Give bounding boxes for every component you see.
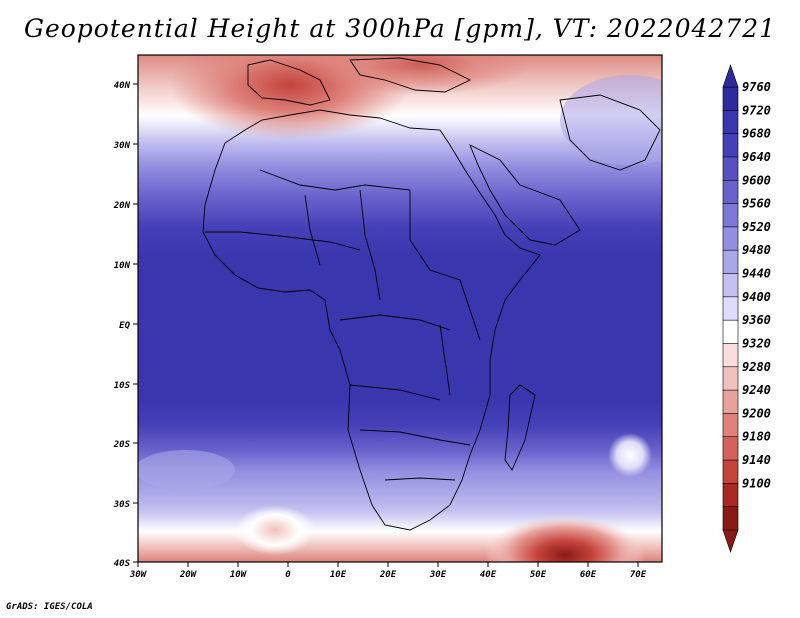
lon-label: 0 [285, 570, 291, 580]
colorbar: 9760 9720 9680 9640 9600 9560 9520 9480 9440 9400… [722, 64, 771, 553]
colorbar-level-label: 9360 [742, 313, 771, 327]
colorbar-level-label: 9440 [742, 267, 771, 281]
lon-label: 70E [630, 570, 647, 580]
map-title: Geopotential Height at 300hPa [gpm], VT:… [23, 14, 777, 43]
lat-label: 20N [113, 201, 131, 211]
colorbar-swatch [722, 319, 739, 345]
colorbar-level-label: 9320 [742, 336, 771, 350]
colorbar-swatch [722, 110, 739, 135]
colorbar-swatch [722, 156, 739, 181]
colorbar-swatch [722, 459, 739, 484]
lon-label: 50E [530, 570, 547, 580]
colorbar-swatch [722, 413, 739, 438]
lon-label: 10W [230, 570, 248, 580]
lon-label: 30E [429, 570, 447, 580]
colorbar-swatch [722, 389, 739, 415]
colorbar-level-label: 9560 [742, 197, 771, 211]
lat-label: 30N [113, 141, 131, 151]
colorbar-max-arrow [722, 64, 739, 88]
colorbar-level-label: 9400 [742, 290, 771, 304]
lat-label: 30S [113, 500, 131, 510]
lon-label: 40E [480, 570, 497, 580]
colorbar-level-label: 9100 [742, 476, 771, 490]
colorbar-level-label: 9480 [742, 243, 771, 257]
colorbar-level-label: 9600 [742, 173, 771, 187]
colorbar-swatch [722, 179, 739, 205]
height-field [138, 55, 662, 562]
lon-axis [137, 562, 639, 567]
lat-label: 10S [114, 381, 131, 391]
lat-label: 40N [114, 81, 131, 91]
lat-label: 10N [114, 261, 131, 271]
lat-label: 20S [113, 440, 131, 450]
colorbar-swatch [722, 296, 739, 321]
colorbar-swatch [722, 436, 739, 461]
lon-labels: 30W 20W 10W 0 10E 20E 30E 40E 50E 60E 70… [129, 570, 647, 580]
colorbar-min-arrow [722, 529, 739, 553]
lat-label: EQ [119, 321, 130, 331]
lat-axis [133, 83, 138, 563]
colorbar-swatch [722, 226, 739, 251]
colorbar-level-label: 9520 [742, 220, 771, 234]
coastlines [202, 57, 661, 531]
lon-label: 30W [129, 570, 148, 580]
trough-southeast [485, 515, 645, 562]
colorbar-swatch [722, 203, 739, 228]
colorbar-level-label: 9760 [742, 80, 771, 94]
colorbar-level-label: 9140 [742, 453, 771, 467]
plot-frame [137, 54, 663, 563]
colorbar-swatch [722, 86, 739, 111]
lon-label: 20E [379, 570, 397, 580]
colorbar-level-label: 9280 [742, 360, 771, 374]
lon-label: 60E [580, 570, 597, 580]
lat-label: 40S [114, 559, 131, 569]
colorbar-level-label: 9720 [742, 103, 771, 117]
colorbar-level-label: 9240 [742, 383, 771, 397]
colorbar-swatch [722, 366, 739, 391]
colorbar-level-label: 9680 [742, 127, 771, 141]
colorbar-level-label: 9640 [742, 150, 771, 164]
colorbar-swatch [722, 273, 739, 298]
colorbar-swatch [722, 343, 739, 368]
colorbar-swatch [722, 506, 739, 531]
colorbar-swatch [722, 483, 739, 508]
credit-text: GrADS: IGES/COLA [6, 602, 93, 612]
colorbar-swatch [722, 133, 739, 158]
lon-label: 20W [179, 570, 198, 580]
lon-label: 10E [330, 570, 347, 580]
colorbar-level-label: 9200 [742, 406, 771, 420]
colorbar-level-label: 9180 [742, 430, 771, 444]
lat-labels: 40N 30N 20N 10N EQ 10S 20S 30S 40S [113, 81, 131, 569]
colorbar-swatch [722, 249, 739, 275]
